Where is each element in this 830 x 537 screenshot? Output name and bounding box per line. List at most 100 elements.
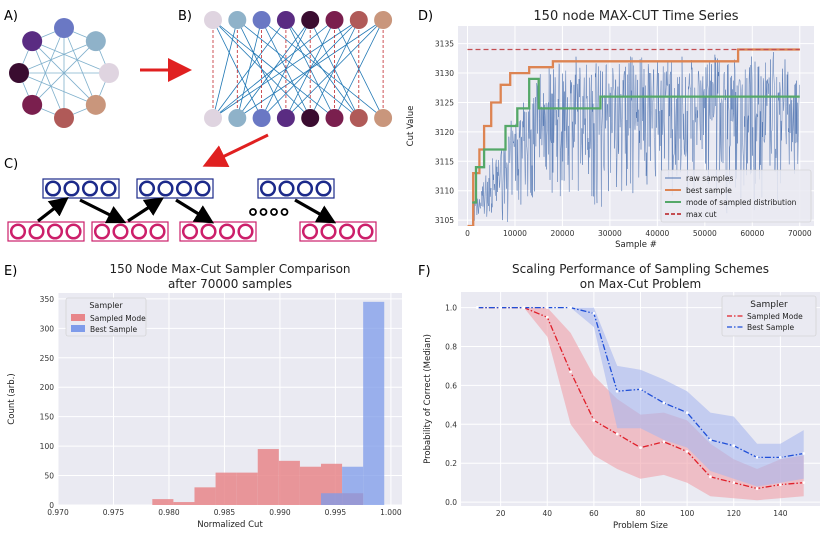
bottom-node bbox=[252, 109, 271, 127]
sampled-mode-bar bbox=[299, 466, 321, 505]
best-sample-band bbox=[477, 307, 804, 487]
visible-layer-unit bbox=[46, 223, 64, 240]
legend-label: Sampled Mode bbox=[747, 312, 803, 321]
top-node bbox=[349, 11, 368, 29]
legend-title: Sampler bbox=[89, 301, 123, 310]
graph-node bbox=[85, 94, 106, 115]
y-tick-label: 150 bbox=[40, 413, 55, 422]
x-tick-label: 30000 bbox=[598, 229, 622, 238]
best-sample-point bbox=[755, 455, 759, 459]
ellipsis-dot bbox=[280, 208, 289, 216]
sampled-mode-point bbox=[545, 315, 549, 319]
best-sample-point bbox=[499, 306, 503, 309]
visible-layer-unit bbox=[237, 223, 254, 240]
arrow-b-to-c bbox=[202, 133, 269, 167]
ellipsis-dot bbox=[249, 208, 257, 216]
visible-layer-unit bbox=[9, 223, 27, 240]
graph-node bbox=[85, 31, 106, 52]
top-node bbox=[228, 11, 247, 29]
graph-node bbox=[9, 63, 29, 83]
x-tick-label: 0.995 bbox=[325, 508, 347, 517]
hidden-layer-unit bbox=[100, 180, 117, 197]
chart-f: 20 40 60 80 100 120 140 0.0 0.2 0.4 0.6 0.8 1.0 Scali… bbox=[423, 262, 820, 531]
best-sample-point bbox=[709, 438, 712, 442]
y-tick-label: 100 bbox=[40, 442, 55, 451]
visible-layer-unit bbox=[112, 223, 129, 240]
hidden-layer-unit bbox=[278, 180, 295, 197]
hidden-layer-unit bbox=[296, 180, 314, 197]
best-sample-point bbox=[545, 306, 549, 309]
sampled-mode-bar bbox=[173, 502, 195, 505]
best-sample-point bbox=[569, 306, 572, 309]
layer-arrow bbox=[294, 198, 337, 224]
graph-edge bbox=[31, 40, 97, 106]
y-tick-label: 3130 bbox=[435, 69, 454, 78]
y-tick-label: 300 bbox=[40, 324, 55, 333]
graph-node bbox=[54, 18, 74, 38]
panel-a-graph bbox=[9, 18, 119, 128]
visible-layer-unit bbox=[218, 223, 236, 240]
top-node bbox=[325, 11, 344, 29]
x-tick-label: 20 bbox=[496, 509, 506, 518]
hidden-layer-unit bbox=[315, 180, 332, 197]
top-node bbox=[276, 11, 295, 29]
sampled-mode-point bbox=[732, 481, 736, 485]
hidden-layer bbox=[136, 178, 214, 199]
graph-node bbox=[54, 108, 74, 128]
best-sample-point bbox=[639, 387, 642, 391]
sampled-mode-point bbox=[685, 450, 689, 453]
visible-layer bbox=[299, 221, 377, 242]
bipartite-edge bbox=[212, 19, 262, 119]
sampled-mode-point bbox=[778, 483, 782, 486]
top-node bbox=[204, 11, 222, 29]
chart-d-series bbox=[467, 48, 800, 226]
visible-layer bbox=[91, 221, 169, 242]
panel-b-bipartite bbox=[204, 11, 393, 127]
graph-edge bbox=[18, 72, 96, 106]
visible-layer-unit bbox=[93, 223, 111, 240]
panel-label-f: F) bbox=[418, 264, 431, 279]
best-sample-point bbox=[592, 312, 596, 315]
chart-f-subtitle: on Max-Cut Problem bbox=[580, 277, 701, 291]
bipartite-edge bbox=[237, 19, 384, 119]
x-tick-label: 1.000 bbox=[380, 508, 402, 517]
x-tick-label: 100 bbox=[680, 509, 695, 518]
y-tick-label: 3120 bbox=[435, 128, 454, 137]
chart-d-ylabel: Cut Value bbox=[406, 106, 416, 147]
sampled-mode-point bbox=[709, 475, 712, 479]
graph-node bbox=[22, 94, 43, 115]
bipartite-edge bbox=[334, 19, 384, 119]
graph-edge bbox=[32, 40, 110, 74]
y-tick-label: 0.0 bbox=[445, 498, 457, 507]
x-tick-label: 50000 bbox=[693, 229, 717, 238]
ellipsis-dot bbox=[270, 208, 278, 216]
bipartite-edge bbox=[285, 19, 360, 119]
visible-layer-unit bbox=[65, 223, 82, 240]
chart-f-title: Scaling Performance of Sampling Schemes bbox=[512, 262, 769, 276]
layer-arrow bbox=[127, 197, 165, 223]
best-sample-point bbox=[778, 455, 782, 459]
best-sample-bar bbox=[342, 466, 364, 505]
best-sample-point bbox=[522, 306, 526, 309]
chart-e-legend bbox=[65, 297, 147, 337]
chart-e-xlabel: Normalized Cut bbox=[197, 520, 263, 530]
y-tick-label: 50 bbox=[44, 472, 54, 481]
panel-label-e: E) bbox=[4, 264, 17, 279]
best-sample-point bbox=[662, 401, 666, 405]
x-tick-label: 0.970 bbox=[47, 508, 69, 517]
chart-d-xlabel: Sample # bbox=[615, 240, 657, 250]
chart-f-xlabel: Problem Size bbox=[613, 521, 668, 531]
hidden-layer-unit bbox=[194, 180, 211, 197]
bipartite-edge bbox=[212, 19, 360, 119]
mode-line bbox=[472, 77, 800, 204]
x-tick-label: 20000 bbox=[550, 229, 574, 238]
bottom-node bbox=[204, 109, 222, 127]
legend-label: mode of sampled distribution bbox=[686, 198, 797, 207]
legend-swatch bbox=[71, 314, 85, 321]
sampled-mode-bar bbox=[257, 449, 279, 505]
x-tick-label: 0.975 bbox=[103, 508, 125, 517]
visible-layer-unit bbox=[301, 223, 319, 240]
x-tick-label: 40000 bbox=[645, 229, 669, 238]
chart-e-subtitle: after 70000 samples bbox=[168, 277, 292, 291]
chart-d-title: 150 node MAX-CUT Time Series bbox=[533, 9, 738, 24]
